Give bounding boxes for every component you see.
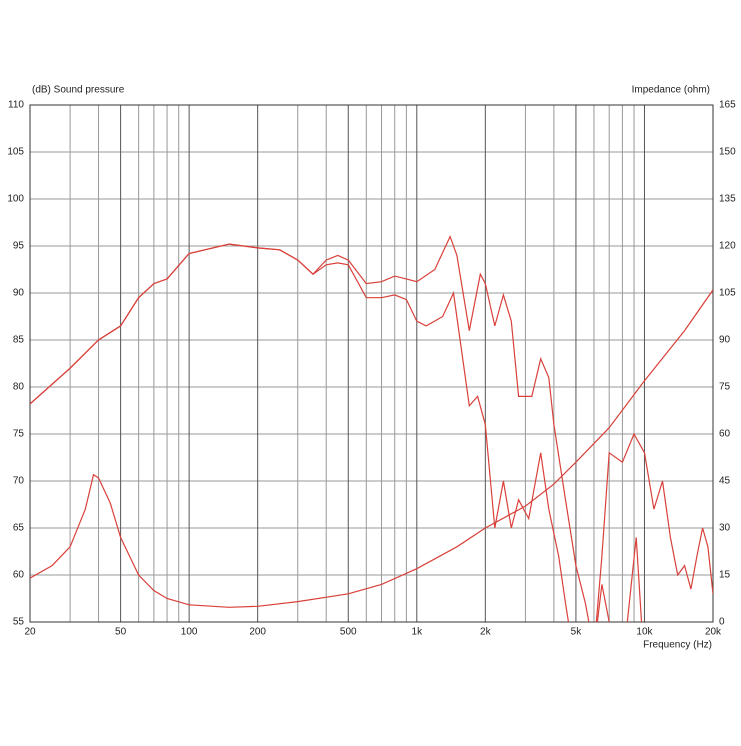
x-tick-label: 20k [705, 627, 722, 638]
x-tick-label: 2k [480, 627, 492, 638]
y-tick-label: 105 [7, 147, 24, 158]
x-axis-label: Frequency (Hz) [643, 640, 712, 651]
y-tick-label: 100 [7, 194, 24, 205]
plot-border [29, 104, 714, 623]
x-tick-label: 1k [412, 627, 424, 638]
y-tick-label: 90 [13, 288, 25, 299]
y-axis-label: (dB) Sound pressure [32, 85, 125, 96]
x-tick-label: 20 [24, 627, 36, 638]
y2-tick-label: 45 [719, 476, 731, 487]
y-tick-label: 75 [13, 429, 25, 440]
y2-axis-label: Impedance (ohm) [632, 85, 710, 96]
y2-tick-label: 75 [719, 382, 731, 393]
x-tick-label: 50 [115, 627, 127, 638]
x-tick-label: 5k [571, 627, 583, 638]
x-tick-label: 500 [340, 627, 357, 638]
y2-tick-label: 90 [719, 335, 731, 346]
y-tick-label: 110 [8, 100, 24, 111]
y-tick-label: 65 [13, 523, 25, 534]
y2-tick-label: 150 [719, 147, 736, 158]
y2-tick-label: 0 [719, 617, 725, 628]
y-tick-label: 70 [13, 476, 25, 487]
y-tick-label: 85 [13, 335, 25, 346]
y-tick-label: 95 [13, 241, 25, 252]
y-tick-label: 60 [13, 570, 25, 581]
x-tick-label: 200 [249, 627, 266, 638]
y-tick-label: 55 [13, 617, 25, 628]
y2-tick-label: 60 [719, 429, 731, 440]
x-tick-label: 100 [181, 627, 198, 638]
y2-tick-label: 105 [719, 288, 736, 299]
series-line [30, 243, 643, 622]
x-tick-label: 10k [636, 627, 653, 638]
y2-tick-label: 15 [719, 570, 731, 581]
series-line [30, 289, 713, 608]
y2-tick-label: 135 [719, 194, 736, 205]
y2-tick-label: 30 [719, 523, 731, 534]
y-tick-label: 80 [13, 382, 25, 393]
y2-tick-label: 120 [719, 241, 736, 252]
plot-area [30, 105, 713, 622]
y2-tick-label: 165 [719, 100, 736, 111]
